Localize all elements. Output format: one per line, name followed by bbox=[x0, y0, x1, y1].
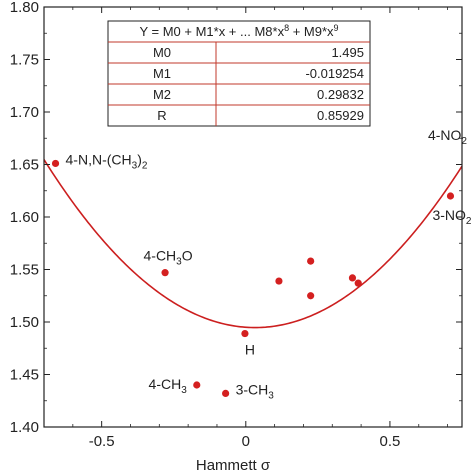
data-point bbox=[307, 257, 315, 265]
fit-curve-layer bbox=[43, 159, 463, 329]
label-text: 4-CH bbox=[149, 376, 182, 392]
y-tick-label: 1.45 bbox=[10, 367, 39, 384]
data-point bbox=[275, 277, 283, 285]
y-tick-label: 1.50 bbox=[10, 314, 39, 331]
fit-table-param-value: 0.29832 bbox=[317, 87, 364, 102]
label-text: 4-N,N-(CH bbox=[66, 151, 132, 167]
data-point bbox=[222, 389, 230, 397]
data-point bbox=[51, 159, 60, 168]
y-tick-label: 1.70 bbox=[10, 104, 39, 121]
label-text: O bbox=[182, 248, 193, 264]
fit-curve-line bbox=[43, 159, 463, 329]
data-point bbox=[354, 279, 362, 287]
y-tick-label: 1.60 bbox=[10, 209, 39, 226]
label-text: H bbox=[245, 342, 255, 358]
fit-results-table: Y = M0 + M1*x + ... M8*x8 + M9*x9 M0 1.495… bbox=[107, 20, 371, 127]
fit-table-param-name: M2 bbox=[153, 87, 171, 102]
x-axis-title: Hammett σ bbox=[196, 457, 271, 474]
fit-table-header: Y = M0 + M1*x + ... M8*x8 + M9*x9 bbox=[139, 23, 338, 39]
data-point bbox=[348, 274, 357, 282]
point-label: 4-NO2 bbox=[428, 127, 467, 147]
label-subscript: 2 bbox=[466, 216, 472, 227]
y-tick-label: 1.65 bbox=[10, 157, 39, 174]
y-tick-label: 1.55 bbox=[10, 262, 39, 279]
data-points-layer bbox=[51, 159, 455, 397]
fit-table-param-value: 0.85929 bbox=[317, 108, 364, 123]
fit-table-param-value: 1.495 bbox=[331, 45, 364, 60]
label-text: 3-CH bbox=[236, 381, 269, 397]
header-text: Y = M0 + M1*x + ... M8*x bbox=[139, 24, 284, 39]
header-superscript: 9 bbox=[334, 23, 339, 33]
data-point bbox=[241, 329, 249, 338]
fit-table-param-value: -0.019254 bbox=[305, 66, 364, 81]
label-subscript: 2 bbox=[461, 136, 467, 147]
point-label: 4-N,N-(CH3)2 bbox=[66, 151, 148, 171]
point-label: 3-NO2 bbox=[432, 207, 471, 227]
label-text: ) bbox=[137, 151, 142, 167]
header-text: + M9*x bbox=[289, 24, 334, 39]
y-tick-label: 1.80 bbox=[10, 0, 39, 16]
label-subscript: 3 bbox=[181, 385, 187, 396]
x-tick-label: -0.5 bbox=[89, 433, 115, 450]
point-label: 4-CH3 bbox=[149, 376, 188, 396]
data-point bbox=[446, 192, 455, 200]
fit-table-param-name: R bbox=[157, 108, 166, 123]
y-tick-label: 1.40 bbox=[10, 419, 39, 436]
data-point bbox=[307, 292, 315, 300]
label-subscript: 3 bbox=[132, 160, 138, 171]
label-subscript: 3 bbox=[176, 257, 182, 268]
fit-table-param-name: M1 bbox=[153, 66, 171, 81]
x-tick-label: 0 bbox=[242, 433, 250, 450]
label-subscript: 2 bbox=[142, 160, 148, 171]
header-superscript: 8 bbox=[284, 23, 289, 33]
point-label: H bbox=[245, 342, 255, 358]
label-text: 3-NO bbox=[432, 207, 466, 223]
data-point bbox=[161, 269, 169, 277]
label-text: 4-CH bbox=[144, 248, 177, 264]
data-point bbox=[193, 381, 201, 389]
fit-table-param-name: M0 bbox=[153, 45, 171, 60]
x-tick-label: 0.5 bbox=[380, 433, 401, 450]
fit-table-frame bbox=[107, 20, 371, 127]
point-label: 3-CH3 bbox=[236, 381, 275, 401]
y-tick-label: 1.75 bbox=[10, 52, 39, 69]
point-label: 4-CH3O bbox=[144, 248, 193, 268]
axes-layer: 1.40 1.45 1.50 1.55 1.60 1.65 1.70 1.75 1.80 -0.5… bbox=[10, 0, 463, 450]
label-subscript: 3 bbox=[268, 390, 274, 401]
label-text: 4-NO bbox=[428, 127, 462, 143]
